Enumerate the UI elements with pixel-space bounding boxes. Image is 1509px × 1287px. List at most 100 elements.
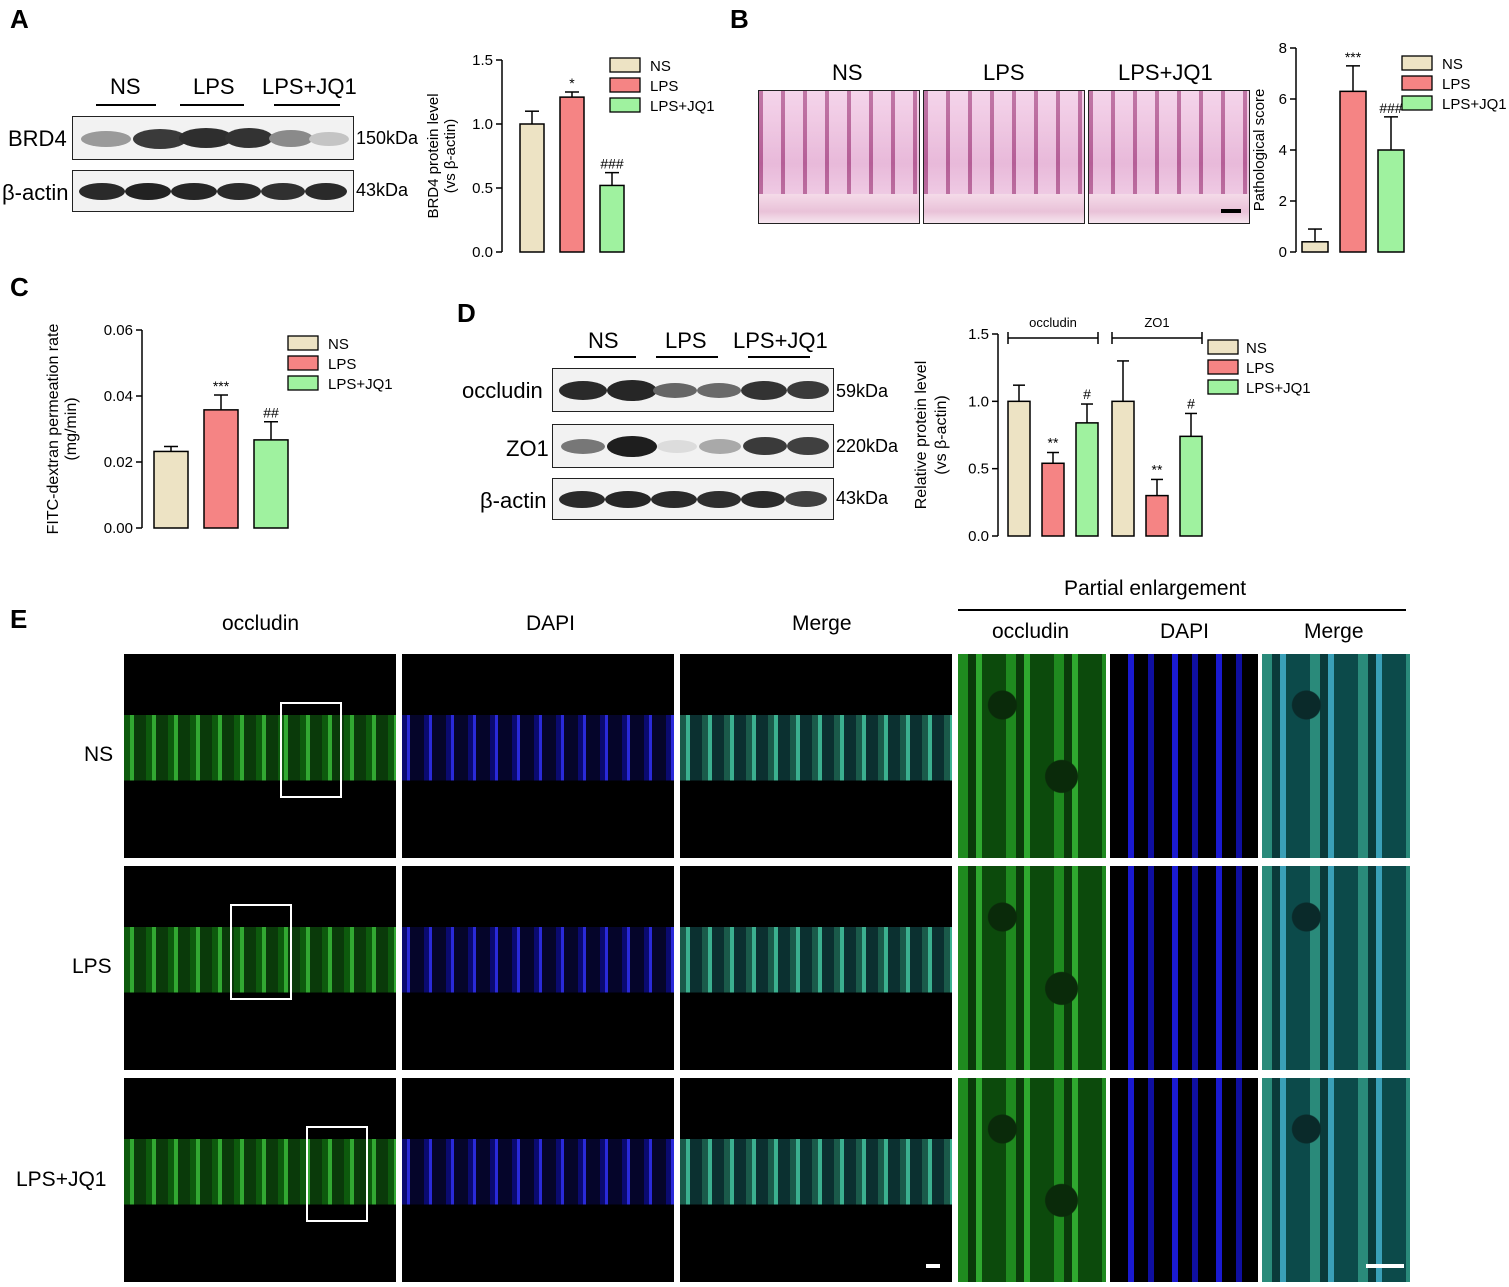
e-scale-bar-merge [926,1264,940,1268]
bar-ns [1301,241,1329,253]
y-tick-label: 2 [1279,193,1287,210]
histo-label-ns: NS [832,60,863,85]
legend-swatch [1401,75,1433,91]
y-axis-label-units: (vs β-actin) [933,395,950,474]
bar-occludin-lps [1041,462,1065,537]
blot-a-group-lpsjq1: LPS+JQ1 [262,74,357,99]
histology-lpsjq1-image [1088,90,1250,224]
bar-lpsjq1 [599,184,625,253]
legend-label: LPS+JQ1 [328,376,393,393]
legend-swatch [1401,55,1433,71]
legend-label: LPS [1442,76,1470,93]
chart-d: 0.0 0.5 1.0 1.5 Relative protein level (vs β-… [913,315,1311,545]
e-lps-enl-dapi-image [1110,866,1258,1070]
blot-d-row-label-actin: β-actin [480,488,547,513]
y-tick-label: 0.04 [104,388,133,405]
blot-d-group-lps: LPS [665,328,707,353]
e-lps-enl-occludin-image [958,866,1106,1070]
e-enl-header-dapi: DAPI [1160,620,1210,643]
legend-label: LPS+JQ1 [650,98,715,115]
e-lpsjq1-roi-box [306,1126,368,1222]
bar-lpsjq1 [1377,149,1405,253]
y-tick-label: 1.5 [968,326,989,343]
significance-mark: *** [213,378,230,394]
histo-label-lpsjq1: LPS+JQ1 [1118,60,1213,85]
y-axis-label: BRD4 protein level [425,93,442,218]
blot-d-actin-strip [552,478,834,520]
blot-a-group-ns: NS [110,74,141,99]
e-ns-enl-occludin-image [958,654,1106,858]
y-tick-label: 0.02 [104,454,133,471]
blot-d-row-label-occludin: occludin [462,378,543,403]
histology-lps-image [923,90,1085,224]
legend-label: LPS+JQ1 [1442,96,1507,113]
legend-label: NS [328,336,349,353]
e-enlargement-title: Partial enlargement [1064,577,1247,600]
legend-swatch [1207,359,1239,375]
panel-letter-b: B [730,4,749,34]
e-col-header-occludin: occludin [222,612,300,635]
blot-a-underline-lps [180,104,244,106]
significance-mark: ** [1048,435,1059,451]
y-tick-label: 8 [1279,40,1287,57]
y-tick-label: 0.06 [104,322,133,339]
e-col-header-dapi: DAPI [526,612,576,635]
legend-swatch [287,335,319,351]
bar-lpsjq1 [253,439,289,529]
e-col-header-merge: Merge [792,612,852,635]
bar-lps [559,96,585,253]
bar-occludin-ns [1007,400,1031,537]
e-scale-bar-enl [1366,1264,1404,1268]
y-tick-label: 1.0 [968,393,989,410]
y-axis-label: Pathological score [1251,89,1268,212]
e-ns-enl-dapi-image [1110,654,1258,858]
legend-label: LPS [1246,360,1274,377]
y-tick-label: 0.0 [968,528,989,545]
e-ns-roi-box [280,702,342,798]
e-lps-dapi-image [402,866,674,1070]
y-tick-label: 1.0 [472,116,493,133]
legend-swatch [1207,339,1239,355]
blot-d-group-ns: NS [588,328,619,353]
bar-zo1-ns [1111,400,1135,537]
chart-b: 0 2 4 6 8 Pathological score *** ### NS LPS LPS+JQ… [1251,40,1507,261]
blot-d-underline-ns [574,356,636,358]
blot-d-underline-lps [656,356,718,358]
legend-label: NS [650,58,671,75]
significance-mark: ** [1152,461,1163,477]
bar-lps [203,409,239,529]
e-enl-header-occludin: occludin [992,620,1070,643]
blot-d-size-occludin: 59kDa [836,381,889,401]
blot-a-underline-lpsjq1 [274,104,340,106]
panel-letter-c: C [10,272,29,302]
e-ns-merge-image [680,654,952,858]
blot-a-row-label-brd4: BRD4 [8,126,67,151]
y-tick-label: 0.0 [472,244,493,261]
blot-d-group-lpsjq1: LPS+JQ1 [733,328,828,353]
blot-d-occludin-strip [552,368,834,412]
significance-mark: ### [600,156,624,172]
y-axis-label-units: (mg/min) [63,397,80,460]
bar-ns [519,123,545,253]
legend-label: NS [1442,56,1463,73]
e-lps-merge-image [680,866,952,1070]
e-row-label-lps: LPS [72,955,112,978]
blot-d-underline-lpsjq1 [748,356,810,358]
histo-label-lps: LPS [983,60,1025,85]
e-lpsjq1-enl-dapi-image [1110,1078,1258,1282]
y-tick-label: 1.5 [472,52,493,69]
y-axis-label: FITC-dextran permeation rate [45,324,62,535]
panel-letter-a: A [10,4,29,34]
e-row-label-lpsjq1: LPS+JQ1 [16,1168,107,1191]
blot-a-group-lps: LPS [193,74,235,99]
blot-d-row-label-zo1: ZO1 [506,436,549,461]
bar-occludin-lpsjq1 [1075,422,1099,537]
legend-swatch [609,57,641,73]
panel-letter-e: E [10,604,28,634]
significance-mark: # [1187,395,1195,411]
histology-ns-image [758,90,920,224]
blot-a-actin-strip [72,170,354,212]
blot-d-size-actin: 43kDa [836,488,889,508]
y-tick-label: 6 [1279,91,1287,108]
y-tick-label: 0.00 [104,520,133,537]
